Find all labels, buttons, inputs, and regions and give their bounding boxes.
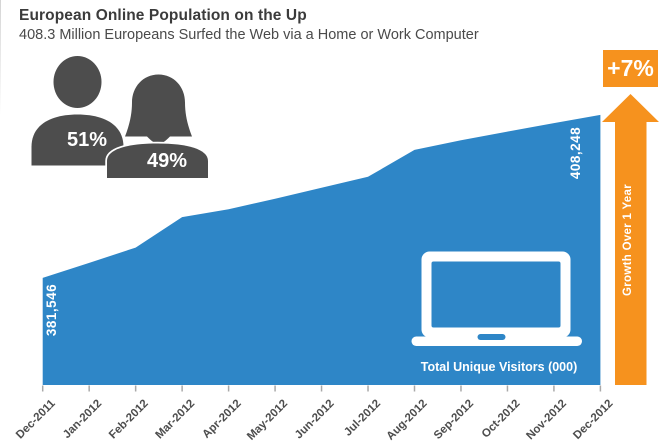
x-axis-label: Oct-2012 [480, 398, 523, 441]
male-share-label: 51% [67, 129, 107, 151]
x-axis-label: Jul-2012 [342, 398, 383, 439]
series-caption: Total Unique Visitors (000) [421, 360, 578, 374]
growth-arrow-icon [602, 94, 659, 385]
x-axis-label: Feb-2012 [107, 398, 151, 441]
male-person-icon [31, 56, 124, 166]
x-axis-label: Jun-2012 [293, 398, 337, 441]
left-edge-line [0, 0, 1, 115]
end-value-label: 408,248 [568, 127, 583, 179]
growth-badge-label: +7% [607, 55, 654, 81]
x-axis-label: Nov-2012 [524, 398, 569, 441]
x-axis-label: Aug-2012 [385, 398, 430, 441]
x-axis-label: May-2012 [245, 398, 290, 441]
x-axis-label: Dec-2012 [571, 398, 615, 441]
page-title: European Online Population on the Up [19, 7, 307, 24]
female-share-label: 49% [147, 150, 187, 172]
growth-arrow-label: Growth Over 1 Year [622, 184, 634, 296]
x-axis-label: Apr-2012 [200, 398, 243, 441]
x-axis-label: Mar-2012 [153, 398, 197, 441]
x-axis-label: Dec-2011 [14, 397, 58, 441]
start-value-label: 381,546 [44, 284, 59, 336]
growth-badge: +7% [603, 50, 658, 87]
x-axis-label: Sep-2012 [432, 398, 476, 441]
x-axis: Dec-2011 Jan-2012 Feb-2012 Mar-2012 Apr-2012… [14, 385, 616, 441]
laptop-icon [411, 251, 582, 346]
x-axis-label: Jan-2012 [61, 398, 104, 441]
page-subtitle: 408.3 Million Europeans Surfed the Web v… [19, 27, 479, 43]
female-person-icon [105, 72, 210, 180]
